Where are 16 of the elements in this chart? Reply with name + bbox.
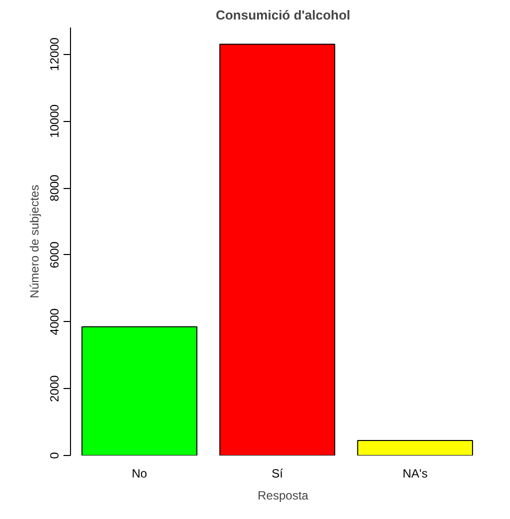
chart-title: Consumició d'alcohol (216, 8, 350, 22)
y-axis-title: Número de subjectes (28, 184, 42, 298)
bar (357, 440, 474, 456)
y-tick-label: 4000 (48, 308, 62, 336)
bar (81, 326, 198, 456)
y-tick-label: 2000 (48, 374, 62, 402)
bar (219, 44, 336, 456)
x-tick-label: NA's (402, 466, 428, 480)
y-tick-label: 0 (48, 452, 62, 459)
y-tick-label: 6000 (48, 241, 62, 268)
x-tick-label: Sí (272, 466, 284, 480)
x-tick-label: No (132, 466, 148, 480)
y-tick-label: 12000 (48, 37, 62, 71)
y-tick-label: 8000 (48, 174, 62, 202)
y-tick-label: 10000 (48, 104, 62, 138)
x-axis-title: Resposta (258, 488, 309, 502)
